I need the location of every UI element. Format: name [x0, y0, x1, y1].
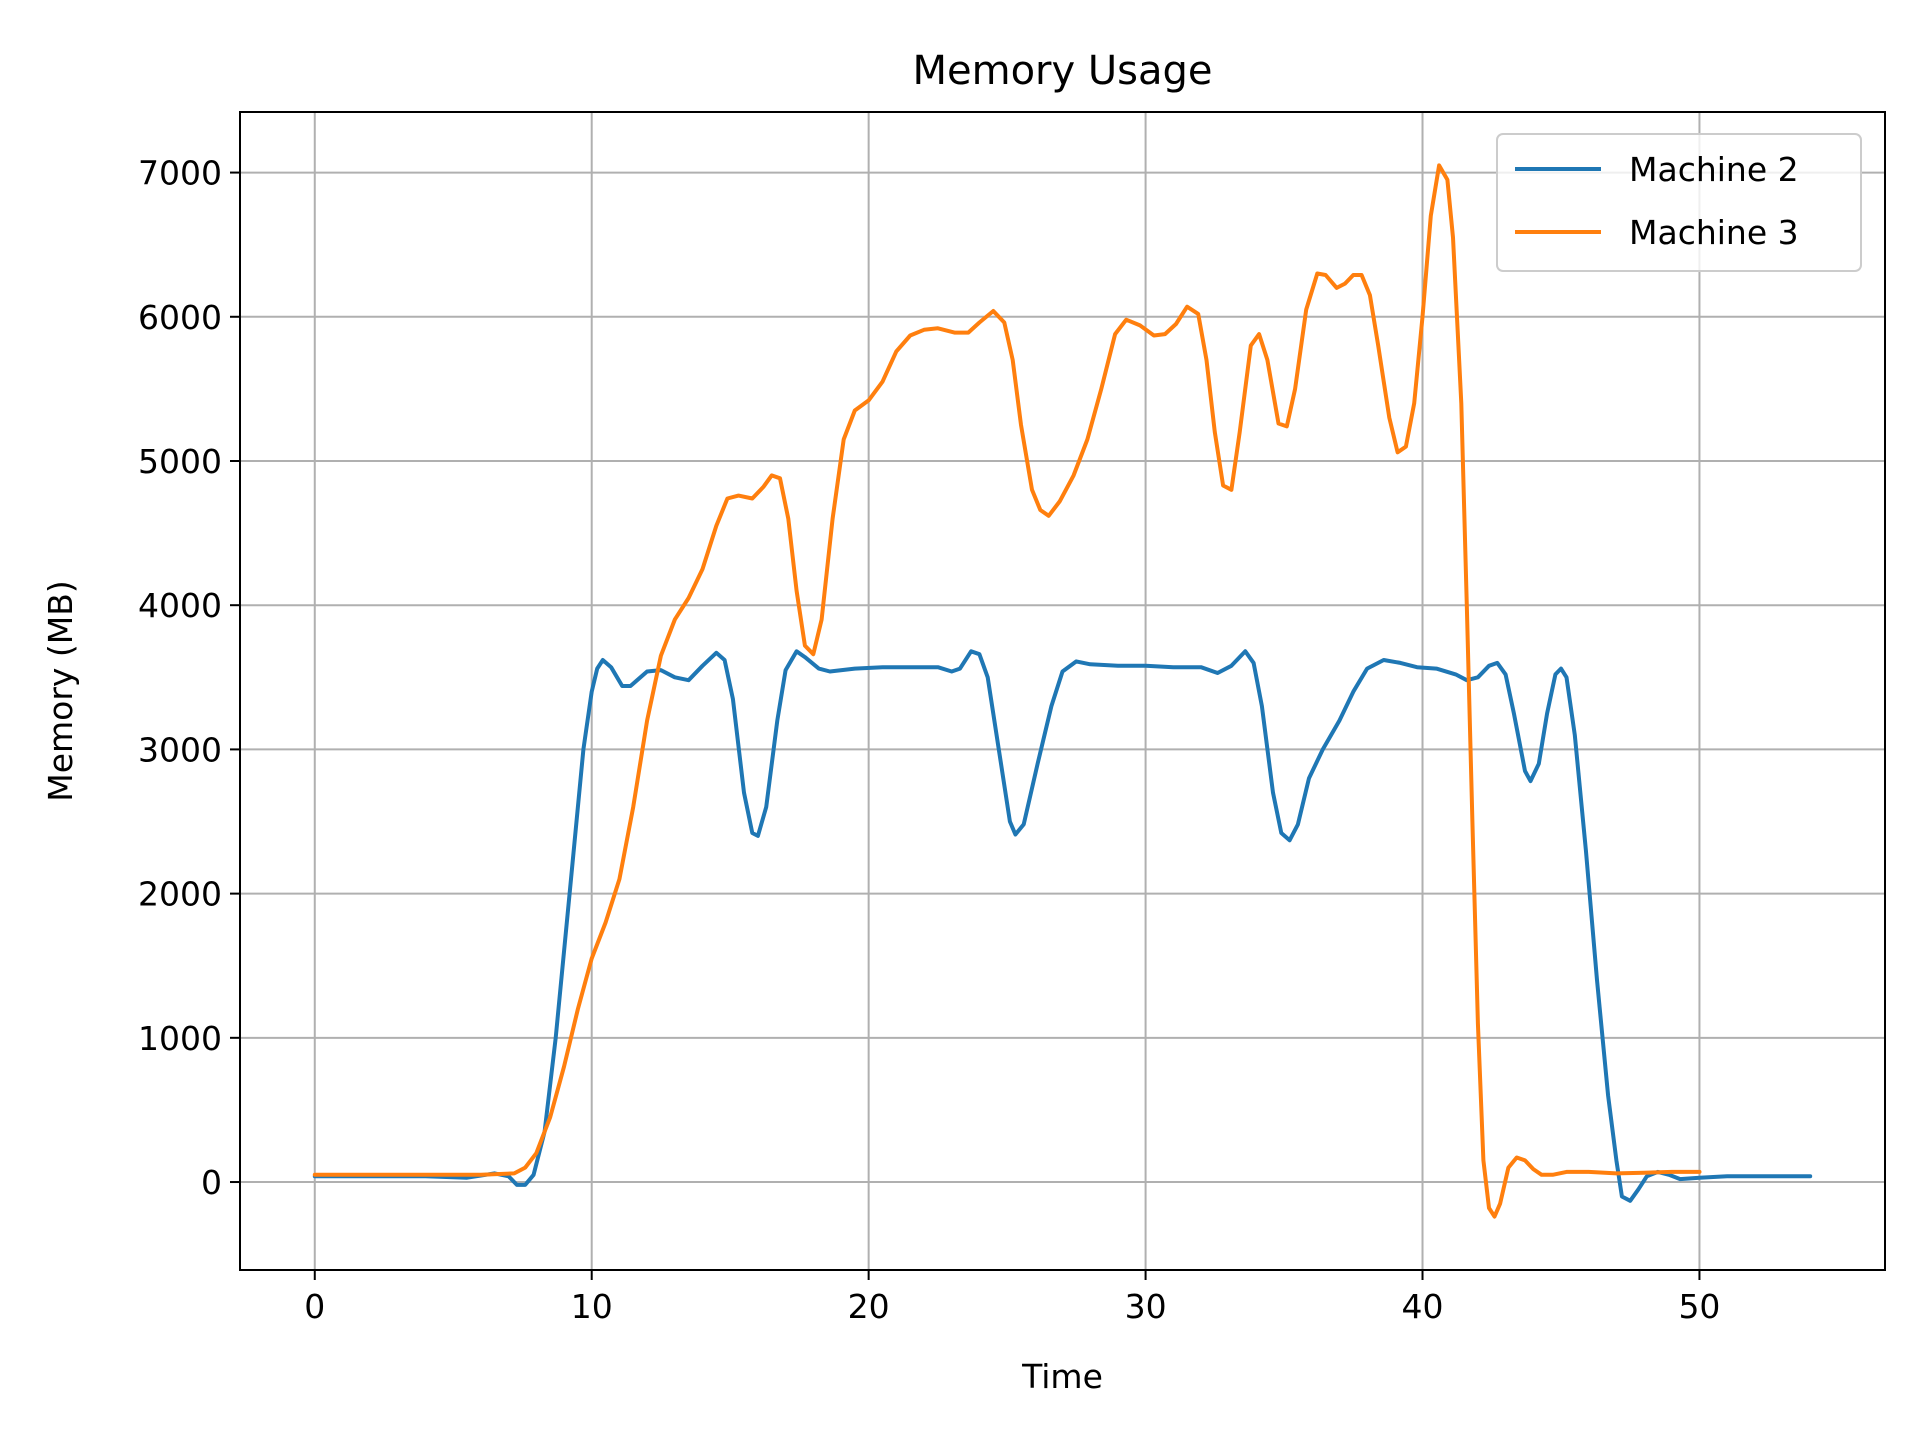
series-line-3 — [312, 163, 1702, 1219]
x-tick-label: 50 — [1678, 1287, 1720, 1326]
grid — [240, 112, 1885, 1270]
x-tick-label: 0 — [304, 1287, 325, 1326]
y-tick-label: 1000 — [138, 1019, 222, 1058]
y-tick-label: 3000 — [138, 730, 222, 769]
y-tick-label: 2000 — [138, 875, 222, 914]
x-tick-label: 10 — [571, 1287, 613, 1326]
x-tick-label: 20 — [848, 1287, 890, 1326]
y-axis-label: Memory (MB) — [41, 580, 80, 802]
chart-title: Memory Usage — [912, 48, 1212, 94]
legend-label: Machine 2 — [1629, 150, 1799, 189]
x-axis-label: Time — [1021, 1357, 1103, 1396]
axis-ticks: 0 10 20 30 40 50 0 1000 2000 3000 4000 5000 6000 7000 — [138, 154, 1720, 1326]
series-line-2 — [312, 649, 1813, 1203]
y-tick-label: 5000 — [138, 442, 222, 481]
y-tick-label: 4000 — [138, 586, 222, 625]
x-tick-label: 30 — [1125, 1287, 1167, 1326]
series-lines — [312, 163, 1813, 1219]
x-tick-label: 40 — [1402, 1287, 1444, 1326]
y-tick-label: 6000 — [138, 298, 222, 337]
legend: Machine 2 Machine 3 — [1496, 133, 1862, 272]
legend-label: Machine 3 — [1629, 213, 1799, 252]
y-tick-label: 7000 — [138, 154, 222, 193]
plot-frame — [239, 111, 1886, 1271]
y-tick-label: 0 — [201, 1163, 222, 1202]
